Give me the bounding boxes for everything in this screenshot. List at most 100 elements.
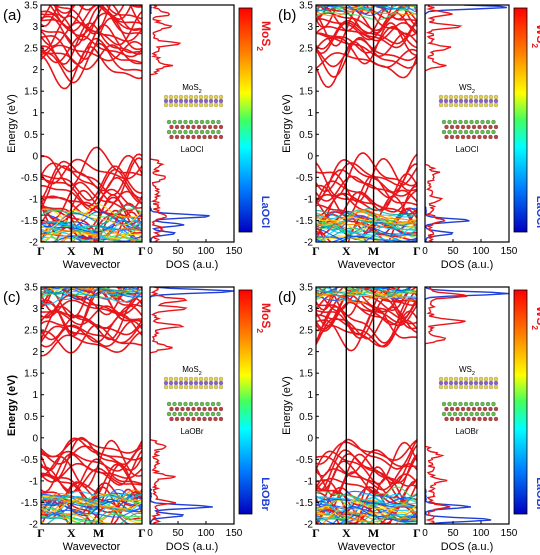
substrate-atom (471, 416, 477, 422)
tmd-atom (443, 102, 449, 108)
tmd-atom (463, 102, 469, 108)
tmd-atom (493, 376, 499, 382)
colorbar-tmd-label-base: MoS (259, 21, 273, 46)
substrate-atom (447, 129, 452, 135)
substrate-atom (480, 401, 485, 407)
tmd-atom (478, 102, 484, 108)
band-plot-frame (40, 286, 143, 525)
dos-tick-label: 100 (198, 528, 215, 539)
substrate-atom (458, 411, 463, 417)
inset-tmd-label-base: WS (459, 365, 472, 374)
heterostructure-inset: MoS2 LaOBr (163, 365, 224, 436)
heterostructure-inset: WS2 LaOBr (438, 365, 499, 436)
tmd-atom (203, 94, 209, 100)
energy-tick-label: -1 (29, 476, 38, 487)
substrate-band-line (316, 210, 417, 220)
tmd-atom (458, 384, 464, 390)
energy-tick-label: -2 (304, 520, 313, 531)
substrate-atom (213, 134, 218, 140)
substrate-atom (194, 119, 199, 125)
conduction-band-line (41, 323, 142, 348)
colorbar-tmd-label: MoS2 (255, 21, 273, 51)
colorbar-tmd-label: WS2 (530, 306, 540, 330)
tmd-atom (448, 376, 454, 382)
conduction-band-line (316, 301, 417, 333)
valence-band-line (316, 438, 417, 477)
inset-tmd-label: WS2 (459, 83, 475, 95)
tmd-atom (483, 102, 489, 108)
dos-tick-label: 100 (473, 246, 490, 257)
substrate-atom (455, 406, 460, 412)
tmd-atom (208, 376, 214, 382)
tmd-atom (438, 384, 444, 390)
energy-tick-label: -1 (29, 194, 38, 205)
substrate-atom (444, 134, 449, 140)
substrate-atom (466, 416, 471, 422)
tmd-atom (218, 376, 224, 382)
substrate-atom (491, 129, 496, 135)
inset-substrate-label: LaOBr (455, 427, 478, 436)
tmd-atom (468, 376, 474, 382)
colorbar-gradient (513, 289, 528, 515)
energy-tick-label: 2.5 (24, 44, 38, 55)
substrate-band-line (316, 280, 417, 287)
inset-tmd-label-sub: 2 (472, 371, 475, 377)
tmd-atom (478, 94, 484, 100)
substrate-atom (460, 416, 466, 422)
substrate-atom (477, 124, 482, 130)
wavevector-axis-label: Wavevector (338, 541, 396, 553)
substrate-atom (207, 134, 213, 140)
conduction-band-line (316, 21, 417, 55)
substrate-band-line (316, 500, 417, 517)
tmd-atom (453, 94, 459, 100)
substrate-band-line (316, 5, 405, 12)
substrate-atom (194, 411, 199, 417)
substrate-band-line (316, 5, 412, 12)
dos-tmd-line (425, 5, 463, 242)
panel-label: (c) (3, 289, 21, 306)
dos-tmd-line (150, 287, 188, 524)
substrate-band-line (316, 287, 400, 297)
substrate-atom (460, 406, 466, 412)
substrate-atom (194, 401, 199, 407)
tmd-atom (438, 102, 444, 108)
energy-tick-label: -1.5 (296, 216, 314, 227)
substrate-atom (188, 401, 194, 407)
dos-axis-label: DOS (a.u.) (441, 541, 494, 553)
wavevector-axis-label: Wavevector (338, 259, 396, 271)
colorbar-tmd-label-sub: 2 (255, 46, 265, 51)
energy-tick-label: 2 (32, 347, 38, 358)
energy-tick-label: 0 (307, 151, 313, 162)
tmd-atom (463, 384, 469, 390)
tmd-atom (168, 380, 174, 386)
substrate-atom (210, 119, 216, 125)
substrate-atom (199, 401, 205, 407)
energy-tick-label: 3 (307, 22, 313, 33)
energy-tick-label: 3 (32, 304, 38, 315)
k-point-label: X (342, 526, 351, 540)
substrate-atom (196, 416, 202, 422)
tmd-atom (213, 384, 219, 390)
substrate-atom (441, 119, 447, 125)
substrate-atom (216, 119, 221, 125)
tmd-atom (493, 98, 499, 104)
energy-tick-label: 2 (307, 65, 313, 76)
substrate-atom (460, 134, 466, 140)
substrate-atom (210, 129, 216, 135)
tmd-atom (458, 98, 464, 104)
substrate-atom (218, 416, 224, 422)
tmd-atom (168, 98, 174, 104)
band-curves (41, 287, 142, 524)
tmd-atom (443, 384, 449, 390)
energy-tick-label: 3.5 (24, 1, 38, 12)
tmd-atom (493, 102, 499, 108)
tmd-atom (463, 94, 469, 100)
valence-band-line (41, 437, 142, 472)
substrate-atom (196, 406, 202, 412)
tmd-atom (203, 376, 209, 382)
energy-tick-label: -0.5 (296, 455, 314, 466)
substrate-atom (166, 411, 172, 417)
tmd-atom (218, 102, 224, 108)
energy-tick-label: -0.5 (21, 173, 39, 184)
